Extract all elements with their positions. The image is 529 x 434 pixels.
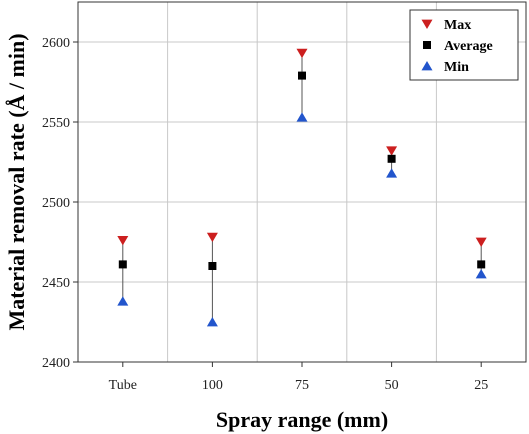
point-min [117, 296, 129, 306]
x-tick-label: Tube [109, 378, 137, 393]
data-points [117, 48, 487, 327]
x-axis-ticks: Tube 100 75 50 25 [109, 362, 488, 393]
point-average [208, 262, 217, 270]
y-tick-label: 2400 [42, 356, 70, 371]
x-tick-label: 100 [202, 378, 223, 393]
y-tick-label: 2450 [42, 276, 70, 291]
point-average [118, 260, 127, 269]
legend-label-min: Min [444, 60, 469, 75]
point-average [477, 260, 486, 269]
point-max [475, 237, 487, 247]
legend-marker-min [421, 61, 433, 71]
y-tick-label: 2500 [42, 196, 70, 211]
point-min [475, 269, 487, 279]
point-max [296, 48, 308, 59]
x-tick-label: 25 [474, 378, 488, 393]
y-tick-label: 2600 [42, 36, 70, 51]
point-max [117, 236, 129, 246]
legend-label-average: Average [444, 39, 493, 54]
point-average [298, 71, 306, 80]
y-tick-label: 2550 [42, 116, 70, 131]
point-min [296, 112, 308, 122]
grid [78, 2, 526, 363]
point-average [387, 154, 396, 163]
legend-marker-max [421, 19, 433, 29]
legend-label-max: Max [444, 18, 471, 33]
legend-marker-average [423, 41, 431, 49]
point-max [206, 232, 218, 243]
x-tick-label: 50 [385, 378, 399, 393]
y-axis-ticks: 2400 2450 2500 2550 2600 [42, 36, 78, 371]
point-min [386, 168, 398, 178]
point-min [206, 317, 218, 327]
point-max [386, 146, 398, 156]
legend: Max Average Min [409, 9, 519, 81]
y-axis-label: Material removal rate (Å / min) [4, 33, 29, 330]
x-axis-label: Spray range (mm) [216, 407, 388, 432]
x-tick-label: 75 [295, 378, 309, 393]
